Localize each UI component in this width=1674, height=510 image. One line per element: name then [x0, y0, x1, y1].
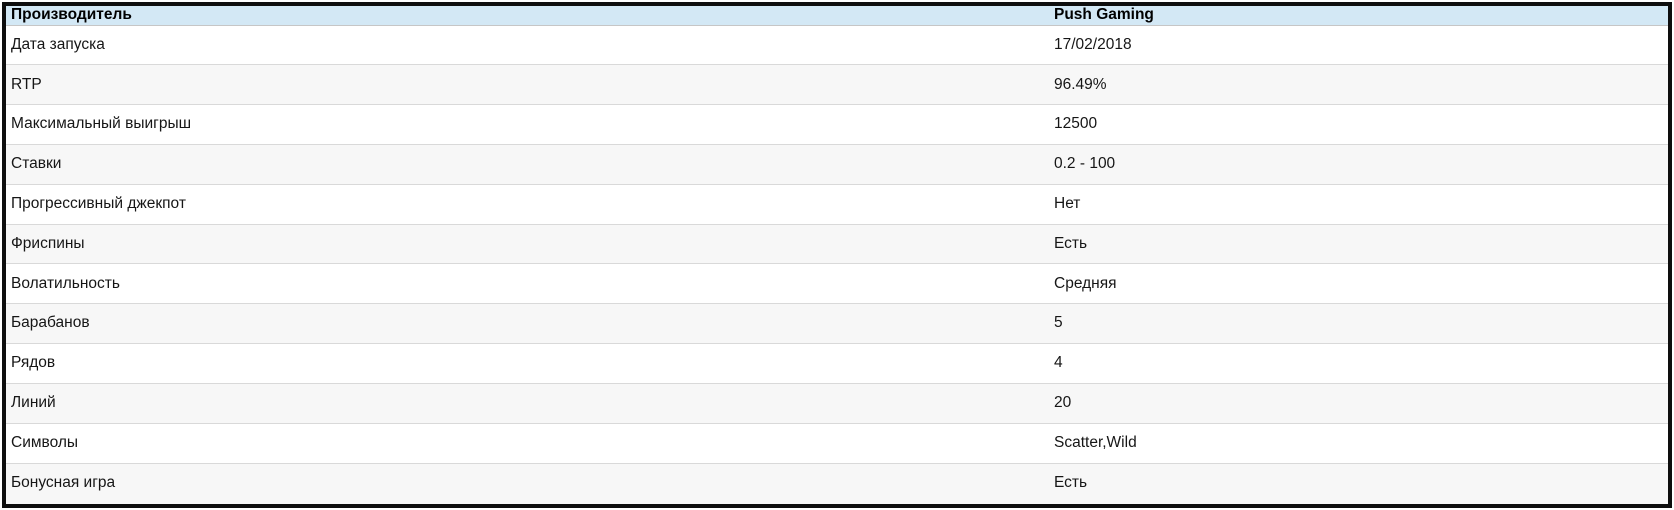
table-row: Фриспины Есть [4, 224, 1670, 265]
row-label: Символы [4, 423, 1049, 464]
row-value: 5 [1049, 303, 1670, 345]
row-label: Линий [4, 383, 1049, 424]
row-label: Фриспины [4, 224, 1049, 265]
row-value: Scatter,Wild [1049, 423, 1670, 464]
row-label: Рядов [4, 343, 1049, 384]
table-row: RTP 96.49% [4, 64, 1670, 106]
row-label: Волатильность [4, 263, 1049, 305]
row-value: Нет [1049, 184, 1670, 225]
table-row: Барабанов 5 [4, 303, 1670, 345]
table-row: Бонусная игра Есть [4, 463, 1670, 506]
row-value: 20 [1049, 383, 1670, 424]
row-label: Бонусная игра [11, 474, 116, 492]
table-row: Максимальный выигрыш 12500 [4, 104, 1670, 146]
row-label: Барабанов [4, 303, 1049, 345]
table-header-row: Производитель Push Gaming [4, 4, 1670, 26]
row-value: 0.2 - 100 [1049, 144, 1670, 185]
table-row: Рядов 4 [4, 343, 1670, 384]
row-label: Дата запуска [4, 25, 1049, 66]
table-row: Дата запуска 17/02/2018 [4, 25, 1670, 66]
table-row: Прогрессивный джекпот Нет [4, 184, 1670, 225]
row-value: Есть [1049, 224, 1670, 265]
row-value: Есть [1054, 474, 1088, 492]
row-value: 4 [1049, 343, 1670, 384]
row-value: 12500 [1049, 104, 1670, 146]
row-value: 96.49% [1049, 64, 1670, 106]
row-label: RTP [4, 64, 1049, 106]
table-body: Дата запуска 17/02/2018 RTP 96.49% Макси… [4, 25, 1670, 506]
row-label: Ставки [4, 144, 1049, 185]
header-value: Push Gaming [1049, 4, 1670, 26]
row-value: 17/02/2018 [1049, 25, 1670, 66]
table-head: Производитель Push Gaming [4, 4, 1670, 26]
table-row: Волатильность Средняя [4, 263, 1670, 305]
table-row: Ставки 0.2 - 100 [4, 144, 1670, 185]
header-label: Производитель [4, 4, 1049, 26]
table-row: Линий 20 [4, 383, 1670, 424]
row-value: Средняя [1049, 263, 1670, 305]
row-label: Максимальный выигрыш [4, 104, 1049, 146]
row-label: Прогрессивный джекпот [4, 184, 1049, 225]
table-row: Символы Scatter,Wild [4, 423, 1670, 464]
